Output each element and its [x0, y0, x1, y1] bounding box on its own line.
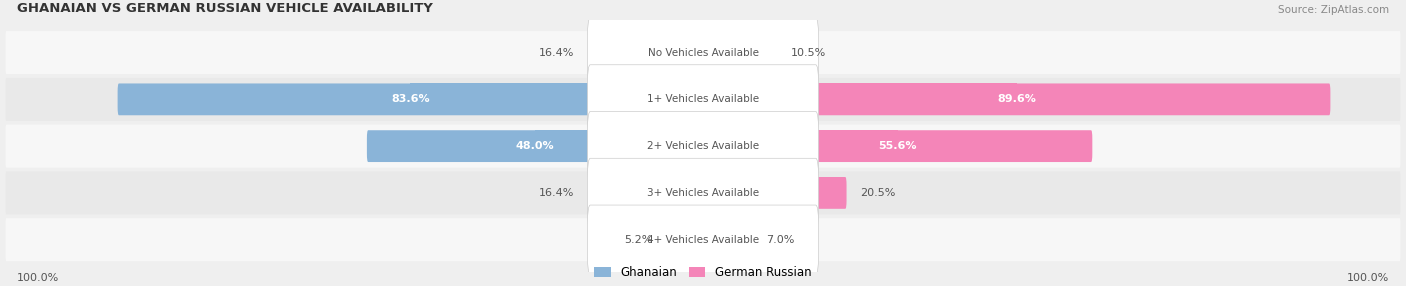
Text: 16.4%: 16.4% [538, 47, 574, 57]
Bar [645, 37, 704, 68]
FancyBboxPatch shape [588, 112, 818, 181]
Bar [703, 84, 1017, 115]
FancyBboxPatch shape [703, 177, 846, 209]
Text: Source: ZipAtlas.com: Source: ZipAtlas.com [1278, 5, 1389, 15]
FancyBboxPatch shape [588, 18, 818, 87]
Bar [685, 224, 704, 256]
Text: 100.0%: 100.0% [1347, 273, 1389, 283]
Bar [703, 224, 727, 256]
FancyBboxPatch shape [588, 177, 703, 209]
FancyBboxPatch shape [588, 37, 703, 68]
Text: 5.2%: 5.2% [624, 235, 652, 245]
Text: 16.4%: 16.4% [538, 188, 574, 198]
Legend: Ghanaian, German Russian: Ghanaian, German Russian [589, 262, 817, 284]
FancyBboxPatch shape [367, 130, 703, 162]
FancyBboxPatch shape [6, 171, 1400, 214]
Bar [645, 177, 704, 209]
Text: 7.0%: 7.0% [766, 235, 794, 245]
Text: 83.6%: 83.6% [391, 94, 430, 104]
FancyBboxPatch shape [6, 31, 1400, 74]
FancyBboxPatch shape [6, 125, 1400, 168]
FancyBboxPatch shape [588, 205, 818, 274]
Text: 3+ Vehicles Available: 3+ Vehicles Available [647, 188, 759, 198]
FancyBboxPatch shape [6, 78, 1400, 121]
Text: 10.5%: 10.5% [790, 47, 825, 57]
Bar [703, 177, 775, 209]
Text: No Vehicles Available: No Vehicles Available [648, 47, 758, 57]
FancyBboxPatch shape [703, 130, 1092, 162]
Text: 2+ Vehicles Available: 2+ Vehicles Available [647, 141, 759, 151]
FancyBboxPatch shape [666, 224, 703, 256]
FancyBboxPatch shape [588, 65, 818, 134]
Bar [703, 130, 897, 162]
Bar [411, 84, 704, 115]
FancyBboxPatch shape [6, 218, 1400, 261]
Text: 1+ Vehicles Available: 1+ Vehicles Available [647, 94, 759, 104]
FancyBboxPatch shape [703, 224, 752, 256]
Text: 20.5%: 20.5% [860, 188, 896, 198]
Text: 48.0%: 48.0% [516, 141, 554, 151]
Text: GHANAIAN VS GERMAN RUSSIAN VEHICLE AVAILABILITY: GHANAIAN VS GERMAN RUSSIAN VEHICLE AVAIL… [17, 2, 433, 15]
FancyBboxPatch shape [588, 158, 818, 227]
Text: 55.6%: 55.6% [879, 141, 917, 151]
Text: 89.6%: 89.6% [997, 94, 1036, 104]
FancyBboxPatch shape [703, 84, 1330, 115]
Text: 4+ Vehicles Available: 4+ Vehicles Available [647, 235, 759, 245]
Bar [534, 130, 704, 162]
FancyBboxPatch shape [118, 84, 703, 115]
FancyBboxPatch shape [703, 37, 776, 68]
Bar [703, 37, 740, 68]
Text: 100.0%: 100.0% [17, 273, 59, 283]
